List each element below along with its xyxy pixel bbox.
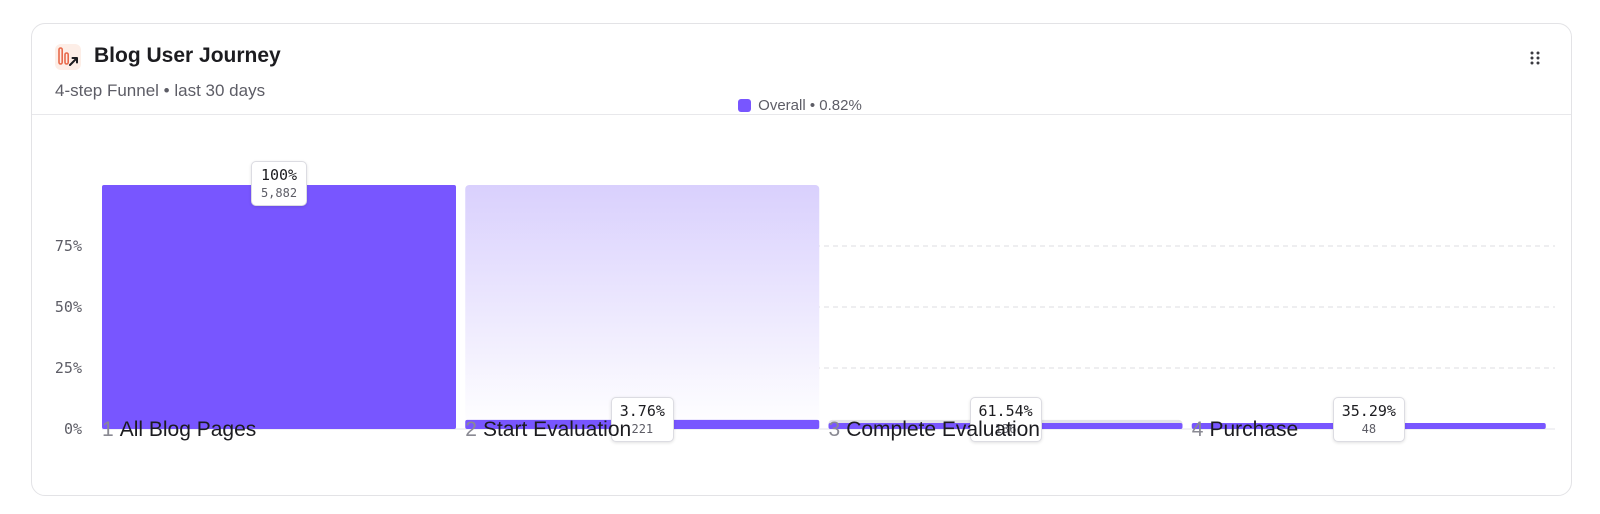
step-number: 2 xyxy=(465,418,477,441)
bar-data-label[interactable]: 61.54% 136 xyxy=(969,397,1042,442)
step-count: 5,882 xyxy=(260,186,298,200)
step-name: Start Evaluation xyxy=(482,418,632,441)
drag-handle-icon[interactable] xyxy=(1525,48,1545,68)
conversion-percent: 35.29% xyxy=(1341,402,1396,420)
step-name: Purchase xyxy=(1209,418,1299,441)
y-tick-label: 50% xyxy=(55,298,82,316)
step-name: Complete Evaluation xyxy=(846,418,1040,441)
report-subtitle: 4-step Funnel • last 30 days xyxy=(55,81,266,100)
step-number: 4 xyxy=(1191,418,1204,441)
legend-label: Overall • 0.82% xyxy=(758,97,862,114)
conversion-bar xyxy=(102,185,456,429)
conversion-percent: 61.54% xyxy=(978,402,1033,420)
chart-legend[interactable]: Overall • 0.82% xyxy=(0,97,1600,114)
bar-data-label[interactable]: 3.76% 221 xyxy=(610,397,674,442)
step-label[interactable]: 3 Complete Evaluation xyxy=(829,418,1040,442)
conversion-percent: 3.76% xyxy=(619,402,665,420)
step-number: 1 xyxy=(102,418,114,441)
step-count: 48 xyxy=(1361,422,1377,436)
previous-step-bar xyxy=(465,185,820,429)
conversion-percent: 100% xyxy=(260,166,298,184)
step-count: 221 xyxy=(631,422,654,436)
report-title[interactable]: Blog User Journey xyxy=(94,44,281,67)
card-header: Blog User Journey 4-step Funnel • last 3… xyxy=(32,24,1571,115)
step-count: 136 xyxy=(994,422,1017,436)
step-number: 3 xyxy=(828,418,841,441)
y-tick-label: 25% xyxy=(55,359,82,377)
y-tick-label: 0% xyxy=(64,420,82,438)
funnel-report-icon xyxy=(55,44,81,70)
legend-swatch xyxy=(738,99,752,112)
step-label[interactable]: 2 Start Evaluation xyxy=(465,418,631,442)
step-name: All Blog Pages xyxy=(119,418,257,441)
step-label[interactable]: 4 Purchase xyxy=(1192,418,1298,442)
bar-data-label[interactable]: 100% 5,882 xyxy=(251,161,307,206)
step-label[interactable]: 1 All Blog Pages xyxy=(102,418,256,442)
y-tick-label: 75% xyxy=(55,237,82,255)
bar-data-label[interactable]: 35.29% 48 xyxy=(1332,397,1405,442)
